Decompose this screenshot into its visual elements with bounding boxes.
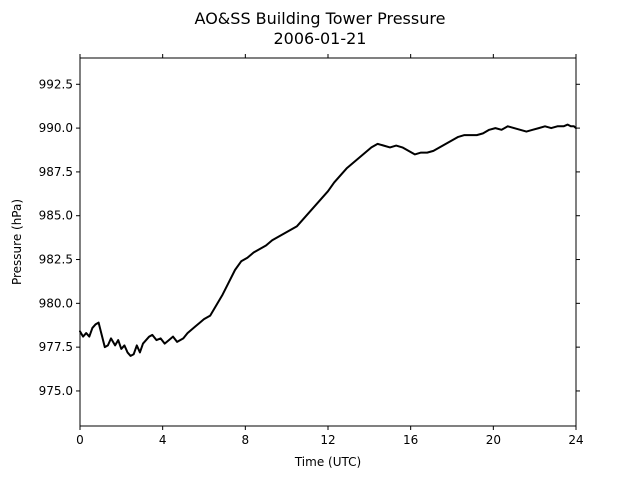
y-tick-label: 980.0 — [39, 296, 73, 310]
x-tick-label: 24 — [568, 433, 583, 447]
plot-frame — [79, 57, 577, 427]
x-tick-label: 16 — [403, 433, 418, 447]
x-tick-label: 4 — [159, 433, 167, 447]
chart-subtitle: 2006-01-21 — [273, 29, 367, 48]
series-line — [79, 123, 577, 357]
y-tick-label: 985.0 — [39, 209, 73, 223]
y-tick-label: 990.0 — [39, 121, 73, 135]
y-axis-label: Pressure (hPa) — [10, 199, 24, 285]
chart-title: AO&SS Building Tower Pressure — [194, 9, 446, 28]
y-tick-label: 977.5 — [39, 340, 73, 354]
x-tick-label: 8 — [242, 433, 250, 447]
y-tick-label: 987.5 — [39, 165, 73, 179]
y-tick-label: 975.0 — [39, 384, 73, 398]
x-tick-label: 12 — [320, 433, 335, 447]
y-tick-label: 992.5 — [39, 77, 73, 91]
y-tick-label: 982.5 — [39, 253, 73, 267]
x-axis-label: Time (UTC) — [294, 455, 361, 469]
x-tick-label: 20 — [486, 433, 501, 447]
x-tick-label: 0 — [76, 433, 84, 447]
axis-ticks: 0 4 8 12 16 20 24 975.0 977.5 980.0 982.5 985.0 987.… — [39, 54, 584, 447]
series-layer — [79, 123, 577, 357]
